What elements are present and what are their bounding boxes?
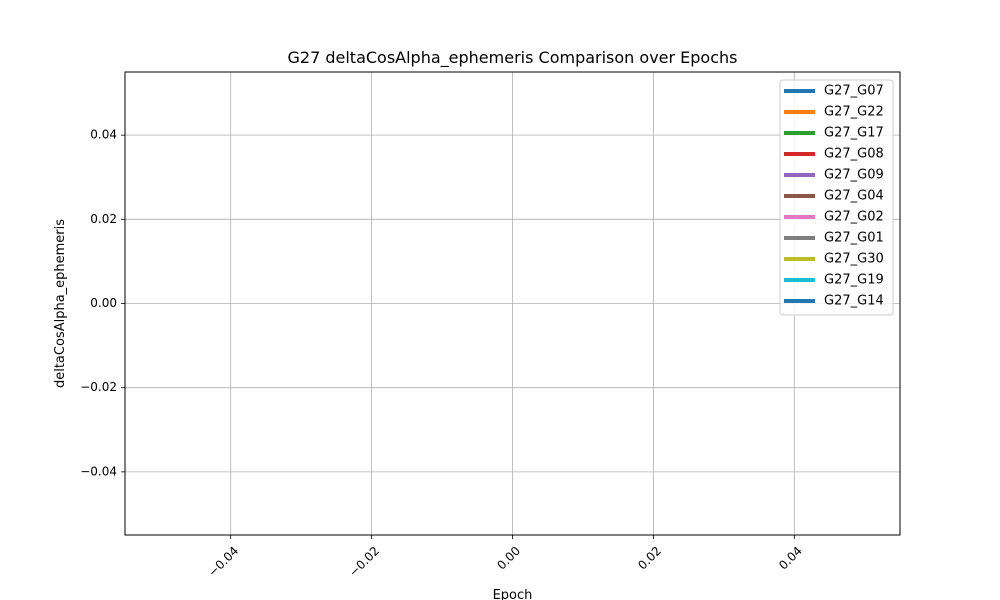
y-tick-label: −0.02 bbox=[80, 380, 117, 394]
legend-frame bbox=[779, 79, 894, 316]
x-tick-label: −0.02 bbox=[346, 544, 382, 580]
legend-label: G27_G22 bbox=[824, 105, 884, 120]
y-axis-label: deltaCosAlpha_ephemeris bbox=[53, 219, 68, 388]
x-axis-ticks: −0.04 −0.02 0.00 0.02 0.04 bbox=[205, 535, 805, 580]
legend: G27_G07 G27_G22 G27_G17 G27_G08 G27_G09 G27_G… bbox=[779, 79, 894, 316]
legend-label: G27_G19 bbox=[824, 273, 884, 288]
chart-title: G27 deltaCosAlpha_ephemeris Comparison o… bbox=[288, 48, 738, 68]
legend-label: G27_G30 bbox=[824, 252, 884, 267]
legend-label: G27_G17 bbox=[824, 126, 884, 141]
x-tick-label: 0.00 bbox=[494, 544, 523, 573]
legend-label: G27_G08 bbox=[824, 147, 884, 162]
legend-label: G27_G14 bbox=[824, 294, 884, 309]
y-tick-label: 0.00 bbox=[90, 296, 117, 310]
legend-label: G27_G09 bbox=[824, 168, 884, 183]
legend-label: G27_G07 bbox=[824, 84, 884, 99]
x-tick-label: −0.04 bbox=[205, 544, 241, 580]
legend-label: G27_G04 bbox=[824, 189, 884, 204]
y-axis-ticks: 0.04 0.02 0.00 −0.02 −0.04 bbox=[80, 128, 125, 478]
y-tick-label: 0.02 bbox=[90, 212, 117, 226]
x-axis-label: Epoch bbox=[493, 588, 533, 600]
y-tick-label: −0.04 bbox=[80, 464, 117, 478]
legend-label: G27_G02 bbox=[824, 210, 884, 225]
y-tick-label: 0.04 bbox=[90, 128, 117, 142]
x-tick-label: 0.02 bbox=[635, 544, 664, 573]
legend-label: G27_G01 bbox=[824, 231, 884, 246]
x-tick-label: 0.04 bbox=[776, 544, 805, 573]
